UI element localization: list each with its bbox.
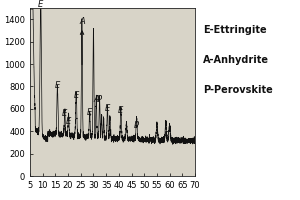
Text: E: E (118, 106, 124, 115)
Text: E: E (66, 117, 71, 126)
Text: P: P (97, 95, 102, 104)
Text: P-Perovskite: P-Perovskite (203, 85, 273, 95)
Text: P: P (163, 131, 168, 140)
Text: E: E (38, 0, 43, 9)
Text: E: E (74, 91, 79, 100)
Text: E: E (105, 104, 110, 113)
Text: A-Anhydrite: A-Anhydrite (203, 55, 269, 65)
Text: A: A (79, 17, 85, 26)
Text: E: E (62, 109, 68, 118)
Text: E-Ettringite: E-Ettringite (203, 25, 267, 35)
Text: P: P (134, 121, 139, 130)
Text: A: A (93, 95, 99, 104)
Text: E: E (55, 81, 60, 90)
Text: E: E (87, 108, 92, 117)
